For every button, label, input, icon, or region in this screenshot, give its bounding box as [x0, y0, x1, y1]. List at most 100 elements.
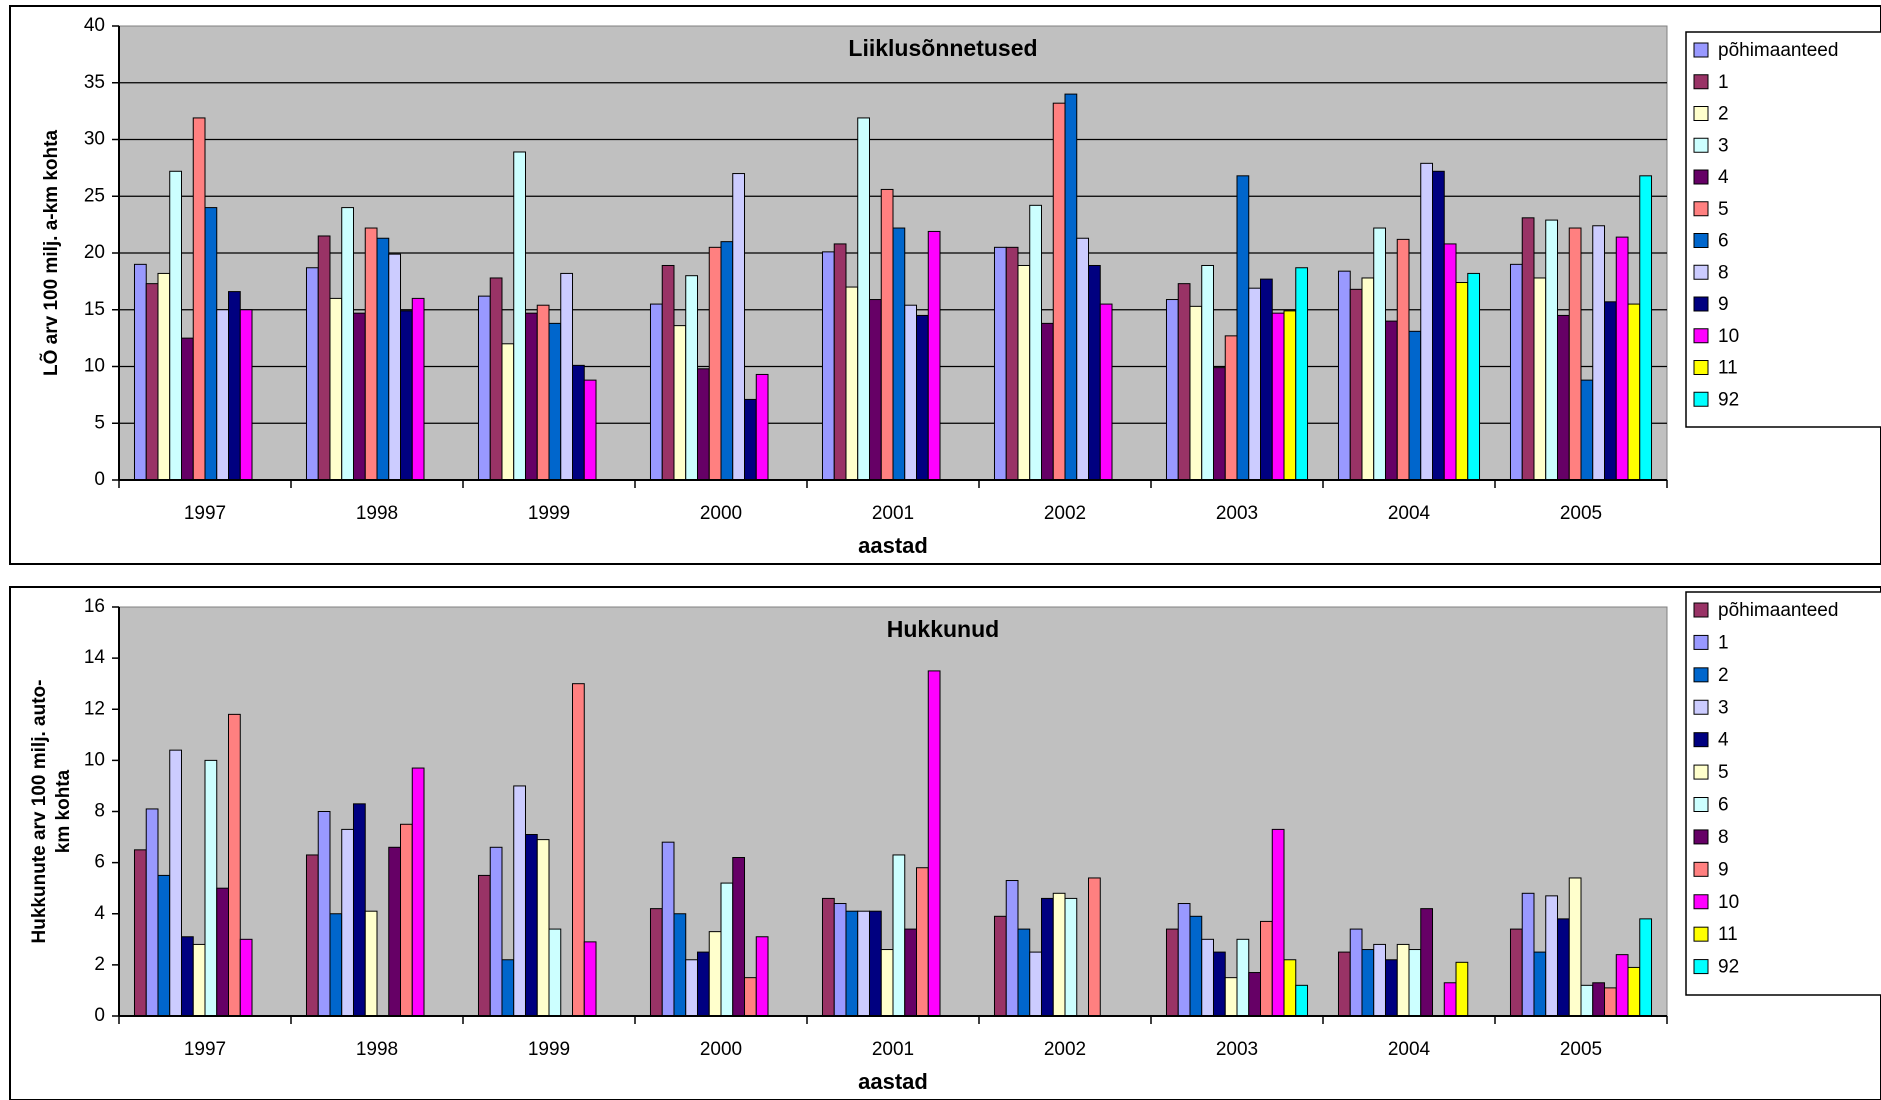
bar	[1201, 938, 1214, 1017]
legend-swatch	[1693, 391, 1709, 407]
bar	[708, 246, 722, 481]
bar	[755, 936, 769, 1017]
y-tick-label: 25	[84, 185, 105, 206]
legend-label: 11	[1718, 924, 1738, 945]
bar	[1396, 238, 1410, 481]
bar	[892, 854, 906, 1017]
bar	[1443, 982, 1457, 1017]
bar	[732, 857, 746, 1017]
legend-label: 3	[1718, 697, 1729, 718]
bar	[1224, 977, 1238, 1017]
bar	[388, 253, 402, 481]
bar	[1017, 264, 1031, 481]
y-axis-label: Hukkunute arv 100 milj. auto-	[29, 680, 50, 944]
bar	[1580, 379, 1594, 481]
bar	[845, 910, 859, 1017]
bar	[489, 846, 503, 1017]
bar	[400, 823, 413, 1017]
chart-title: Hukkunud	[887, 616, 999, 642]
bar	[317, 235, 331, 481]
legend-label: 1	[1718, 72, 1729, 93]
bar	[329, 297, 343, 481]
x-tick-label: 2002	[1044, 1039, 1086, 1060]
bar	[305, 267, 319, 481]
legend-swatch	[1693, 201, 1709, 217]
bar	[904, 928, 918, 1017]
bar	[1627, 966, 1641, 1017]
bar	[1248, 287, 1262, 481]
bar	[1467, 272, 1481, 481]
bar	[1029, 951, 1042, 1017]
legend-swatch	[1693, 264, 1709, 280]
x-tick-label: 2004	[1388, 1039, 1431, 1060]
x-tick-label: 1997	[184, 503, 226, 524]
bar	[857, 117, 870, 481]
bar	[1556, 918, 1570, 1017]
bar	[1373, 227, 1386, 481]
bar	[744, 977, 757, 1017]
y-tick-label: 5	[94, 412, 105, 433]
bar	[317, 811, 331, 1017]
bar	[376, 237, 390, 481]
bar	[1408, 330, 1422, 481]
y-tick-label: 0	[94, 469, 105, 490]
bar	[1533, 951, 1547, 1017]
bar	[1076, 237, 1090, 481]
legend-swatch	[1693, 233, 1709, 248]
legend-label: 6	[1718, 795, 1729, 816]
x-tick-label: 2001	[872, 1039, 914, 1060]
y-tick-label: 8	[94, 801, 105, 822]
bar	[927, 670, 941, 1017]
bar	[204, 759, 218, 1017]
bar	[732, 173, 746, 481]
x-tick-label: 1998	[356, 1039, 398, 1060]
legend-swatch	[1693, 169, 1709, 185]
bar	[1271, 828, 1285, 1017]
bar	[708, 931, 722, 1017]
bar	[821, 897, 835, 1017]
bar	[583, 379, 597, 481]
bar	[501, 343, 515, 481]
legend-label: 10	[1718, 892, 1739, 913]
legend-label: 9	[1718, 859, 1729, 880]
x-tick-label: 2001	[872, 503, 914, 524]
bar	[133, 849, 147, 1017]
bar	[216, 309, 230, 481]
bar	[192, 943, 206, 1017]
bar	[180, 337, 194, 481]
bar	[685, 959, 698, 1017]
y-tick-label: 15	[84, 299, 105, 320]
bar	[1580, 984, 1594, 1017]
legend-label: 92	[1718, 389, 1739, 410]
bar	[204, 207, 218, 481]
y-tick-label: 30	[84, 129, 105, 150]
bar	[489, 277, 503, 481]
legend-label: 8	[1718, 262, 1729, 283]
bar	[572, 683, 585, 1017]
y-tick-label: 16	[84, 596, 105, 617]
bar	[1568, 227, 1582, 481]
bar	[1337, 951, 1351, 1017]
x-axis-label: aastad	[858, 1069, 928, 1094]
bar	[916, 314, 929, 481]
legend-swatch	[1693, 926, 1709, 942]
bar	[1556, 314, 1570, 481]
bar	[673, 913, 687, 1017]
bar	[364, 227, 378, 481]
bar	[845, 286, 859, 481]
bar	[1236, 938, 1250, 1017]
bar	[1615, 954, 1629, 1017]
bar	[329, 913, 343, 1017]
legend-swatch	[1693, 861, 1709, 877]
bar	[1384, 320, 1398, 481]
bar	[1420, 908, 1434, 1017]
legend-label: põhimaanteed	[1718, 40, 1838, 61]
bar	[548, 928, 562, 1017]
bar	[1455, 282, 1469, 481]
bar	[477, 874, 491, 1017]
legend-label: 2	[1718, 665, 1729, 686]
legend-swatch	[1693, 829, 1709, 845]
legend-label: 5	[1718, 199, 1729, 220]
y-axis-label: km kohta	[53, 769, 74, 853]
bar	[524, 312, 538, 481]
